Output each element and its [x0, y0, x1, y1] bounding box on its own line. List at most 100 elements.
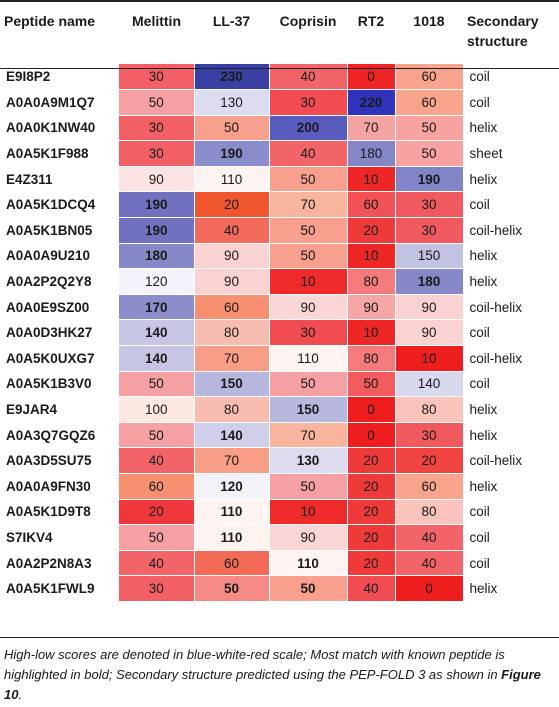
header-ss-line2: structure	[467, 33, 528, 49]
score-cell-rt2: 80	[347, 268, 396, 295]
score-cell-1018: 60	[395, 89, 464, 116]
score-cell-rt2: 40	[347, 575, 396, 602]
secondary-structure-cell: helix	[469, 274, 498, 290]
score-cell-coprisin: 90	[269, 524, 348, 551]
table-row: A0A5K0UXG7 140 70 110 80 10 coil-helix	[0, 345, 559, 372]
score-cell-ll37: 190	[194, 140, 270, 167]
score-cell-rt2: 0	[347, 422, 396, 449]
score-cell-ll37: 50	[194, 115, 270, 142]
score-cell-rt2: 20	[347, 499, 396, 526]
score-cell-melittin: 40	[119, 447, 195, 474]
score-cell-melittin: 40	[119, 550, 195, 577]
score-cell-ll37: 60	[194, 550, 270, 577]
secondary-structure-cell: sheet	[469, 146, 503, 162]
score-cell-ll37: 60	[194, 294, 270, 321]
score-cell-melittin: 50	[119, 422, 195, 449]
score-cell-ll37: 70	[194, 345, 270, 372]
table-row: E4Z311 90 110 50 10 190 helix	[0, 166, 559, 193]
score-cell-1018: 0	[395, 575, 464, 602]
score-cell-rt2: 20	[347, 473, 396, 500]
score-cell-ll37: 110	[194, 524, 270, 551]
table-row: A0A5K1B3V0 50 150 50 50 140 coil	[0, 371, 559, 398]
score-cell-1018: 30	[395, 422, 464, 449]
score-cell-melittin: 190	[119, 191, 195, 219]
secondary-structure-cell: coil	[469, 325, 490, 341]
peptide-name-cell: A0A0A9FN30	[6, 478, 91, 494]
peptide-name-cell: A0A5K1D9T8	[6, 504, 91, 520]
secondary-structure-cell: helix	[469, 427, 498, 443]
score-cell-ll37: 20	[194, 191, 270, 219]
score-cell-rt2: 10	[347, 243, 396, 270]
score-cell-melittin: 30	[119, 115, 195, 142]
footnote-figure-link[interactable]: Figure 10	[4, 667, 541, 702]
header-rule	[0, 68, 559, 69]
score-cell-ll37: 50	[194, 575, 270, 602]
table-row: A0A0A9M1Q7 50 130 30 220 60 coil	[0, 89, 559, 116]
table-row: A0A5K1DCQ4 190 20 70 60 30 coil	[0, 191, 559, 219]
secondary-structure-cell: coil	[469, 504, 490, 520]
secondary-structure-cell: coil	[469, 69, 490, 85]
score-cell-coprisin: 40	[269, 140, 348, 167]
header-coprisin: Coprisin	[279, 13, 337, 29]
secondary-structure-cell: helix	[469, 171, 498, 187]
score-cell-ll37: 40	[194, 217, 270, 244]
score-cell-rt2: 70	[347, 115, 396, 142]
score-cell-melittin: 180	[119, 243, 195, 270]
score-cell-melittin: 170	[119, 294, 195, 321]
score-cell-coprisin: 50	[269, 575, 348, 602]
table-row: A0A5K1D9T8 20 110 10 20 80 coil	[0, 499, 559, 526]
secondary-structure-cell: helix	[469, 248, 498, 264]
table-row: A0A0D3HK27 140 80 30 10 90 coil	[0, 319, 559, 347]
peptide-name-cell: A0A0K1NW40	[6, 120, 96, 136]
score-cell-ll37: 80	[194, 396, 270, 423]
score-cell-melittin: 50	[119, 89, 195, 116]
score-cell-coprisin: 30	[269, 319, 348, 347]
secondary-structure-cell: coil-helix	[469, 222, 523, 238]
table-row: A0A3Q7GQZ6 50 140 70 0 30 helix	[0, 422, 559, 449]
score-cell-1018: 10	[395, 345, 464, 372]
secondary-structure-cell: coil	[469, 376, 490, 392]
score-cell-rt2: 10	[347, 319, 396, 347]
table-row: S7IKV4 50 110 90 20 40 coil	[0, 524, 559, 551]
peptide-name-cell: A0A3Q7GQZ6	[6, 427, 96, 443]
peptide-name-cell: A0A2P2N8A3	[6, 555, 92, 571]
peptide-name-cell: A0A0A9M1Q7	[6, 94, 95, 110]
score-cell-rt2: 20	[347, 447, 396, 474]
header-peptide-name: Peptide name	[4, 13, 96, 29]
score-cell-rt2: 0	[347, 396, 396, 423]
score-cell-rt2: 60	[347, 191, 396, 219]
peptide-name-cell: A0A0E9SZ00	[6, 299, 90, 315]
secondary-structure-cell: coil	[469, 94, 490, 110]
score-cell-coprisin: 150	[269, 396, 348, 423]
peptide-name-cell: A0A2P2Q2Y8	[6, 274, 92, 290]
score-cell-coprisin: 70	[269, 191, 348, 219]
header-melittin: Melittin	[132, 13, 181, 29]
score-cell-rt2: 10	[347, 166, 396, 193]
secondary-structure-cell: coil-helix	[469, 350, 523, 366]
score-cell-ll37: 130	[194, 89, 270, 116]
score-cell-1018: 40	[395, 524, 464, 551]
peptide-name-cell: A0A5K1F988	[6, 146, 89, 162]
score-cell-melittin: 140	[119, 345, 195, 372]
score-cell-ll37: 140	[194, 422, 270, 449]
score-cell-ll37: 70	[194, 447, 270, 474]
secondary-structure-cell: coil	[469, 197, 490, 213]
score-cell-melittin: 120	[119, 268, 195, 295]
table-row: E9JAR4 100 80 150 0 80 helix	[0, 396, 559, 423]
score-cell-melittin: 90	[119, 166, 195, 193]
peptide-name-cell: E9I8P2	[6, 69, 51, 85]
table-row: A0A5K1BN05 190 40 50 20 30 coil-helix	[0, 217, 559, 244]
header-ll37: LL-37	[212, 13, 251, 29]
table-row: A0A0A9U210 180 90 50 10 150 helix	[0, 243, 559, 270]
score-cell-coprisin: 200	[269, 115, 348, 142]
score-cell-coprisin: 10	[269, 499, 348, 526]
table-row: A0A0K1NW40 30 50 200 70 50 helix	[0, 115, 559, 142]
peptide-name-cell: E9JAR4	[6, 402, 58, 418]
header-ss-line1: Secondary	[467, 13, 539, 29]
score-cell-coprisin: 70	[269, 422, 348, 449]
header-1018: 1018	[413, 13, 445, 29]
score-cell-rt2: 20	[347, 550, 396, 577]
footnote-end: .	[18, 687, 23, 702]
score-cell-1018: 80	[395, 396, 464, 423]
score-cell-1018: 140	[395, 371, 464, 398]
